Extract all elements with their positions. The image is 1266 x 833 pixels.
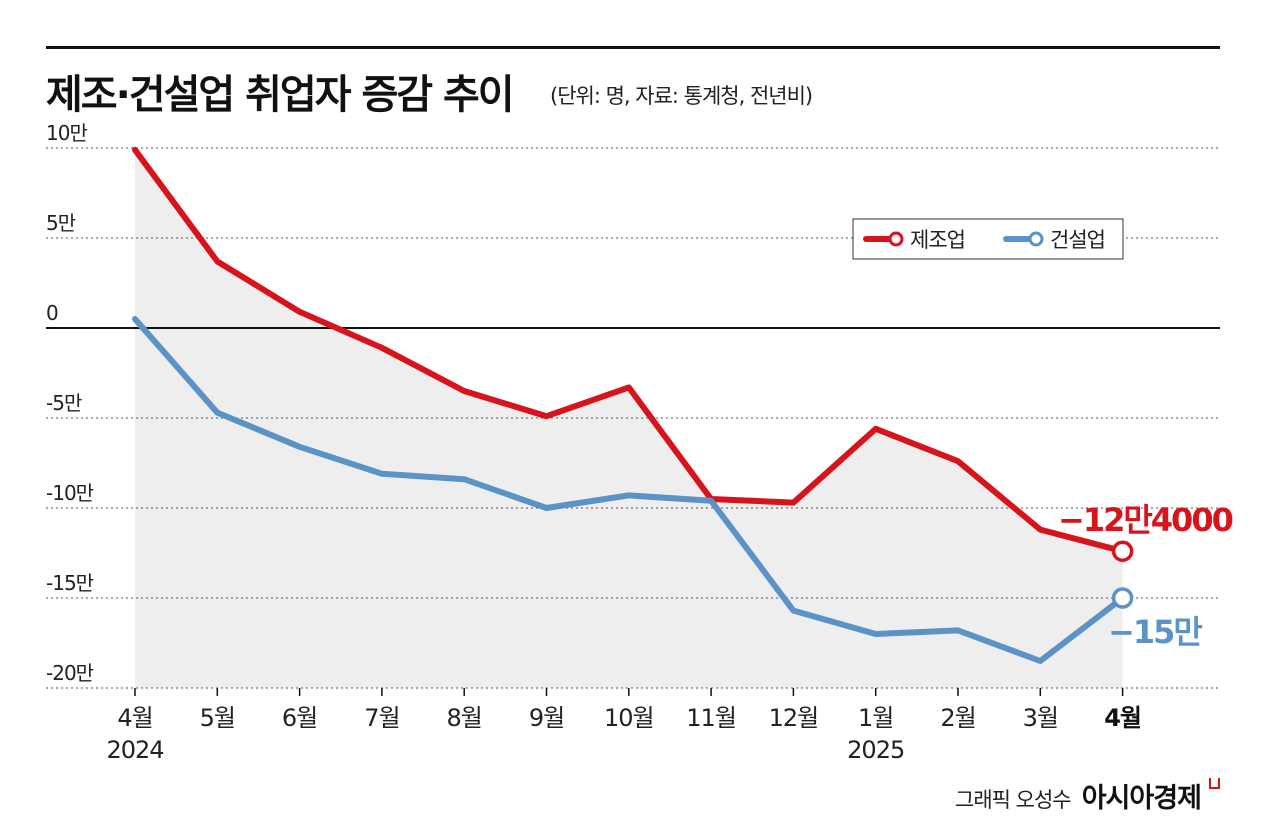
x-tick-label: 5월: [200, 704, 235, 732]
y-tick-label: -5만: [46, 391, 82, 415]
x-tick-label: 3월: [1023, 704, 1058, 732]
x-tick-label: 7월: [364, 704, 399, 732]
credit-author: 그래픽 오성수: [955, 788, 1072, 812]
y-tick-label: 0: [46, 301, 58, 325]
area-fill-layer: [135, 149, 1123, 689]
brand-mark-icon: [1209, 778, 1220, 789]
end-point-construction: [1111, 587, 1134, 609]
top-rule: [46, 46, 1220, 49]
x-tick-label: 10월: [604, 704, 654, 732]
chart-title: 제조·건설업 취업자 증감 추이: [46, 72, 515, 118]
series-line-construction: [132, 316, 1126, 664]
y-tick-label: -20만: [46, 661, 94, 685]
y-tick-label: 5만: [46, 211, 76, 235]
credit-brand: 아시아경제: [1081, 783, 1202, 814]
y-tick-label: -10만: [46, 481, 94, 505]
x-tick-label: 11월: [686, 704, 736, 732]
end-label-manufacturing: −12만4000: [1058, 501, 1233, 539]
end-point-manufacturing: [1111, 540, 1134, 562]
x-tick-label: 4월: [117, 704, 152, 732]
y-tick-label: 10만: [46, 121, 87, 145]
series-line-manufacturing: [132, 146, 1126, 555]
legend-label-manufacturing: 제조업: [910, 228, 965, 252]
end-label-construction: −15만: [1108, 613, 1202, 651]
credit: 그래픽 오성수 아시아경제: [955, 776, 1220, 815]
x-tick-label: 8월: [447, 704, 482, 732]
x-tick-label: 9월: [529, 704, 564, 732]
legend-marker-manufacturing: [888, 231, 904, 247]
end-markers-layer: [1111, 540, 1134, 609]
x-tick-label: 4월: [1104, 704, 1141, 732]
legend-marker-construction: [1028, 231, 1044, 247]
axis-ticks-layer: 10만 5만 0 -5만 -10만 -15만 -20만 4월 5월 6월 7월 8월 9월 10월 11월 1…: [46, 121, 1142, 764]
y-tick-label: -15만: [46, 571, 94, 595]
legend-label-construction: 건설업: [1050, 228, 1105, 252]
x-year-label: 2024: [106, 736, 163, 764]
chart-subtitle: (단위: 명, 자료: 통계청, 전년비): [550, 84, 813, 108]
x-tick-label: 12월: [769, 704, 819, 732]
legend: 제조업 건설업: [852, 218, 1124, 260]
x-tick-label: 1월: [858, 704, 893, 732]
x-tick-label: 6월: [282, 704, 317, 732]
x-year-label: 2025: [847, 736, 904, 764]
grid-layer: [46, 147, 1220, 689]
series-layer: [132, 146, 1126, 664]
x-tick-label: 2월: [940, 704, 975, 732]
area-fill: [135, 149, 1123, 689]
